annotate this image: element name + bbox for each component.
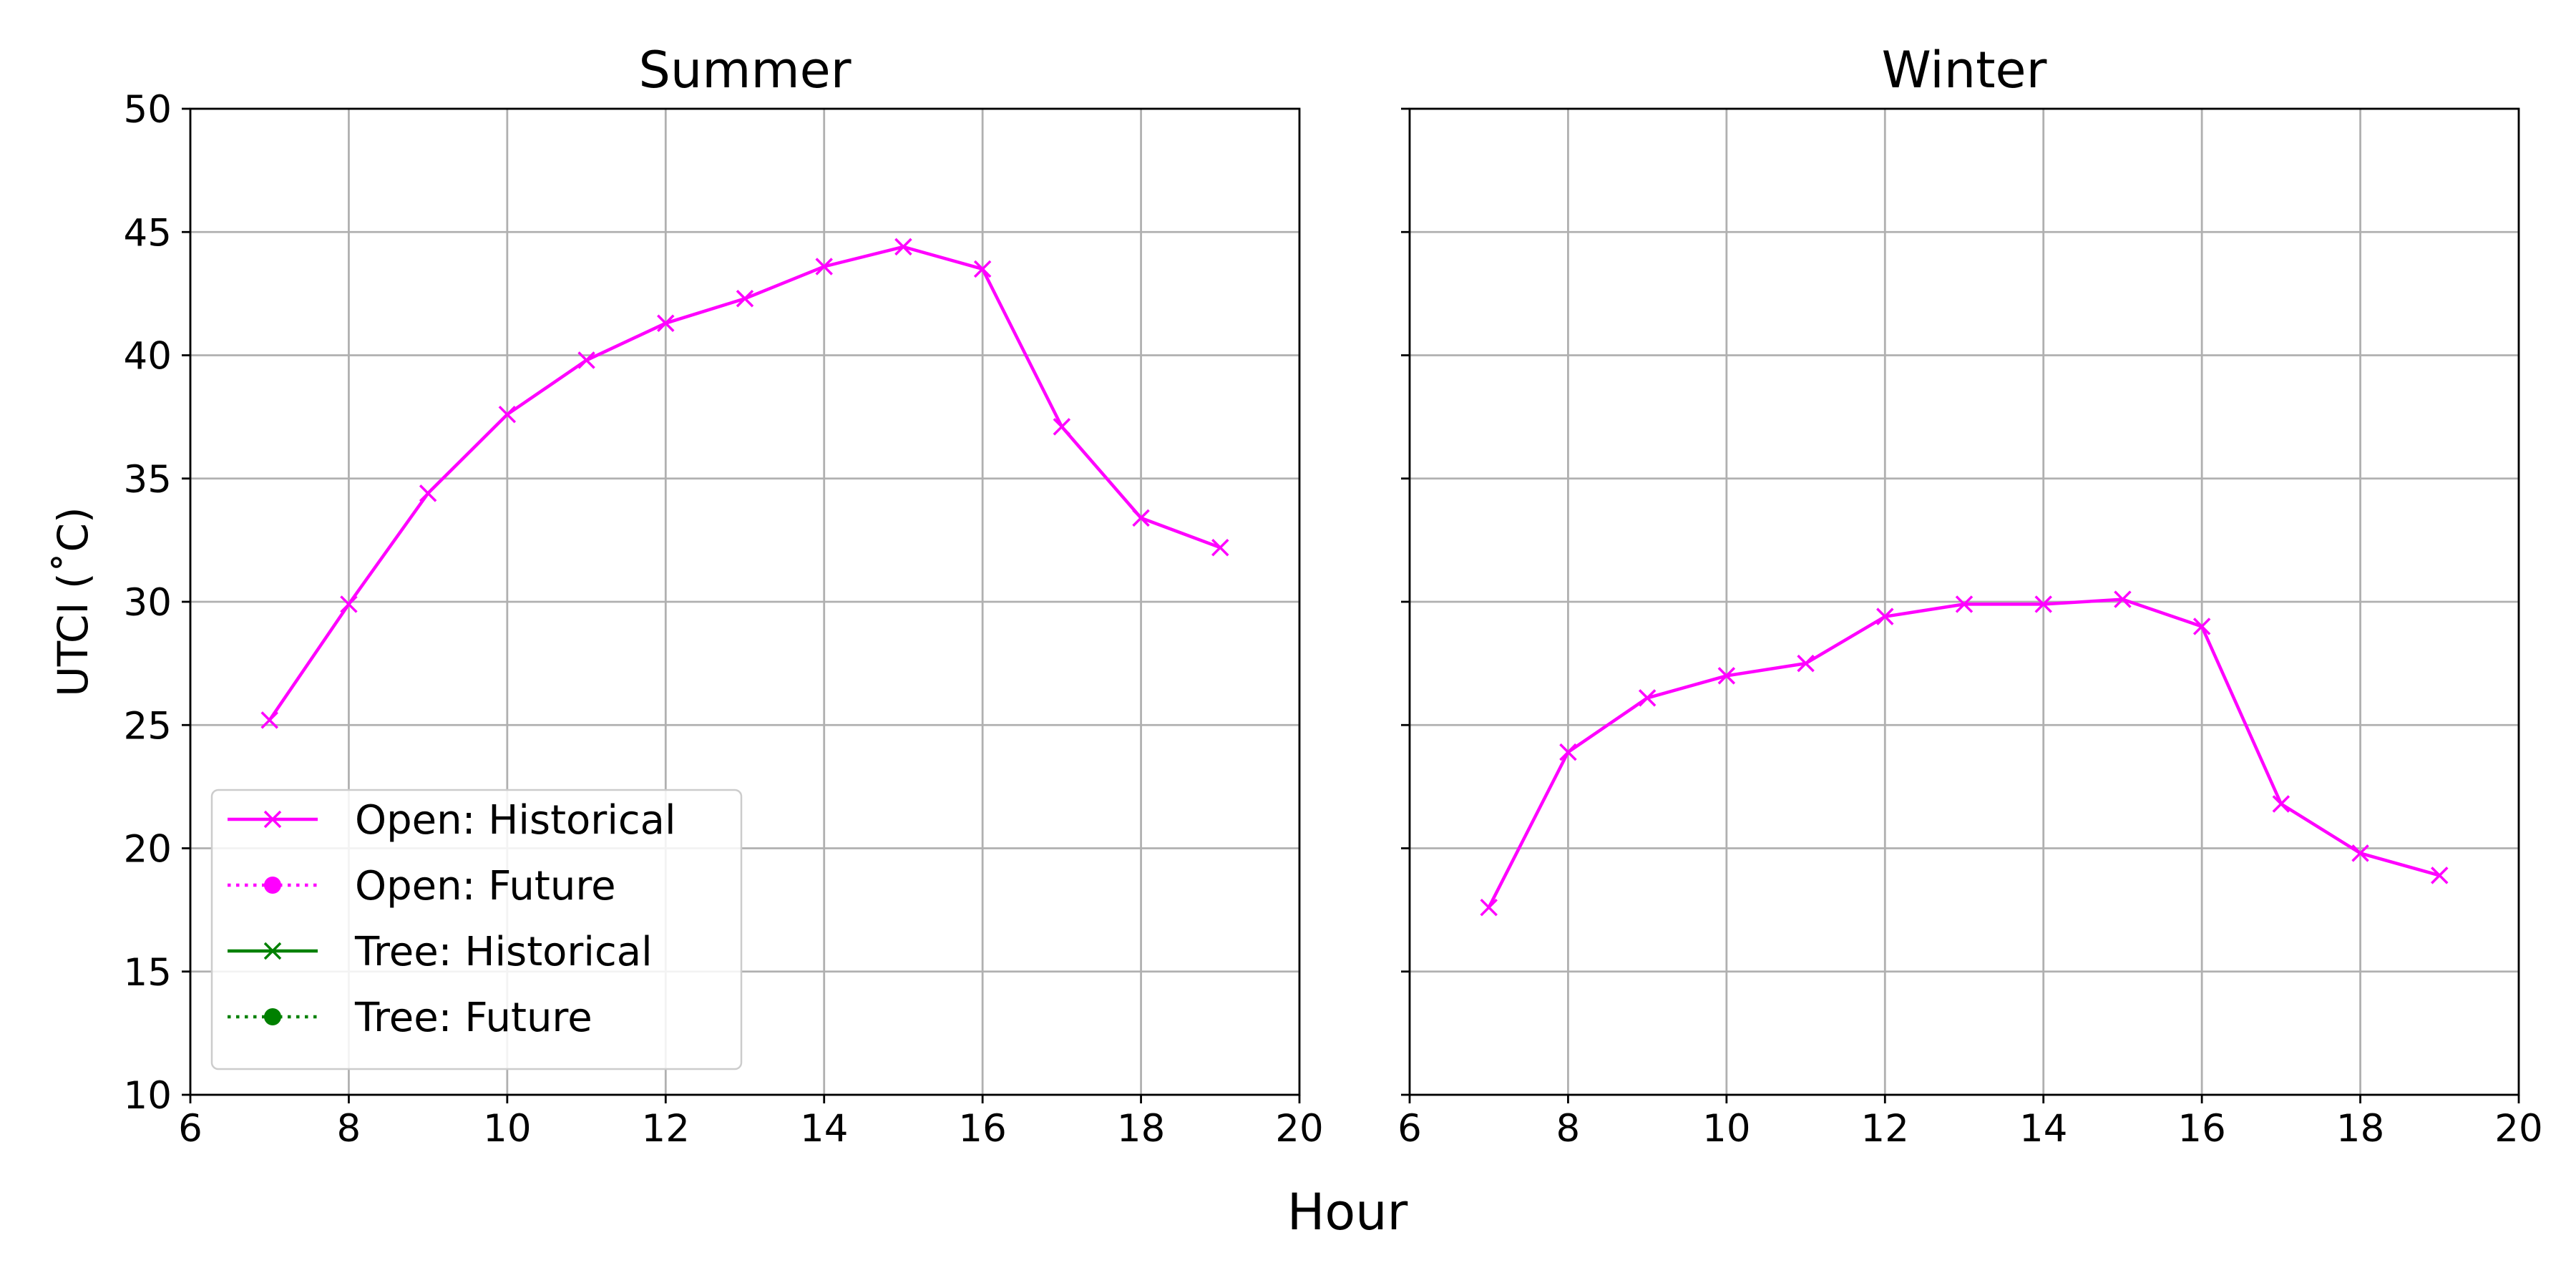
summer-data-point [815, 258, 833, 275]
summer-data-point [657, 314, 675, 332]
summer-x-tick-label: 14 [800, 1107, 848, 1151]
legend-label: Open: Historical [355, 797, 676, 844]
winter-series [1480, 590, 2449, 917]
winter-data-point [1480, 898, 1498, 917]
summer-x-tick-label: 18 [1117, 1107, 1165, 1151]
summer-y-tick-label: 15 [124, 951, 172, 995]
winter-data-point [1876, 608, 1894, 625]
summer-y-tick-label: 10 [124, 1074, 172, 1118]
summer-data-point [260, 711, 278, 729]
legend-circle-marker-icon [264, 877, 281, 894]
summer-y-tick-label: 25 [124, 704, 172, 748]
summer-data-point [419, 484, 437, 502]
winter-data-point [2114, 590, 2132, 608]
legend-entry: Open: Historical [228, 797, 676, 844]
winter-data-point [2034, 595, 2052, 613]
legend-frame [210, 789, 743, 1070]
winter-data-point [2192, 618, 2211, 635]
winter-data-point [2272, 795, 2290, 813]
winter-data-point [1955, 595, 1974, 613]
winter-data-point [1559, 743, 1577, 761]
summer-y-tick-label: 20 [124, 828, 172, 872]
winter-x-tick-label: 8 [1556, 1107, 1581, 1151]
summer-data-point [1053, 418, 1071, 436]
winter-panel: 6 8 10 12 14 16 18 20 Winter [1397, 41, 2543, 1151]
winter-data-point [1638, 689, 1657, 707]
summer-data-point [577, 351, 595, 369]
winter-data-point [2351, 844, 2369, 862]
summer-ticks: 6 8 10 12 14 16 18 20 10 15 20 25 30 35 40 45 50 [124, 88, 1324, 1151]
summer-series [260, 238, 1229, 729]
winter-x-tick-label: 18 [2336, 1107, 2384, 1151]
summer-y-tick-label: 30 [124, 581, 172, 625]
legend-label: Tree: Future [354, 995, 592, 1041]
winter-data-point [1797, 654, 1815, 673]
y-axis-label: UTCI (˚C) [49, 507, 97, 696]
summer-y-tick-label: 35 [124, 458, 172, 502]
summer-x-tick-label: 16 [958, 1107, 1006, 1151]
summer-data-point [1211, 538, 1229, 557]
legend-x-marker-icon [263, 942, 282, 960]
legend-x-marker-icon [263, 810, 282, 829]
summer-x-tick-label: 10 [483, 1107, 531, 1151]
summer-y-tick-label: 50 [124, 88, 172, 132]
summer-x-tick-label: 8 [337, 1107, 361, 1151]
legend-entry: Open: Future [228, 863, 616, 909]
summer-data-point [498, 405, 517, 424]
legend-label: Open: Future [355, 863, 616, 909]
summer-y-tick-label: 45 [124, 211, 172, 255]
legend-label: Tree: Historical [354, 929, 653, 975]
winter-data-point [1717, 667, 1736, 685]
legend-entry: Tree: Future [228, 995, 592, 1041]
winter-x-tick-label: 16 [2177, 1107, 2225, 1151]
summer-data-point [340, 595, 358, 613]
winter-x-tick-label: 14 [2019, 1107, 2067, 1151]
winter-x-tick-label: 12 [1861, 1107, 1909, 1151]
legend: Open: Historical Open: Future Tree: Histor… [210, 789, 743, 1070]
winter-ticks: 6 8 10 12 14 16 18 20 [1397, 107, 2543, 1151]
summer-data-point [894, 238, 912, 256]
summer-y-tick-label: 40 [124, 335, 172, 379]
legend-entry: Tree: Historical [228, 929, 653, 975]
summer-x-tick-label: 6 [178, 1107, 203, 1151]
summer-x-tick-label: 20 [1275, 1107, 1323, 1151]
winter-x-tick-label: 20 [2494, 1107, 2542, 1151]
winter-title: Winter [1882, 41, 2047, 99]
x-axis-label: Hour [1287, 1183, 1408, 1241]
summer-data-point [973, 260, 992, 278]
winter-data-point [2431, 867, 2449, 884]
summer-data-point [1132, 509, 1150, 527]
legend-circle-marker-icon [264, 1008, 281, 1025]
winter-x-tick-label: 6 [1397, 1107, 1422, 1151]
summer-data-point [736, 290, 754, 308]
winter-x-tick-label: 10 [1702, 1107, 1750, 1151]
summer-title: Summer [638, 41, 851, 99]
summer-x-tick-label: 12 [642, 1107, 690, 1151]
